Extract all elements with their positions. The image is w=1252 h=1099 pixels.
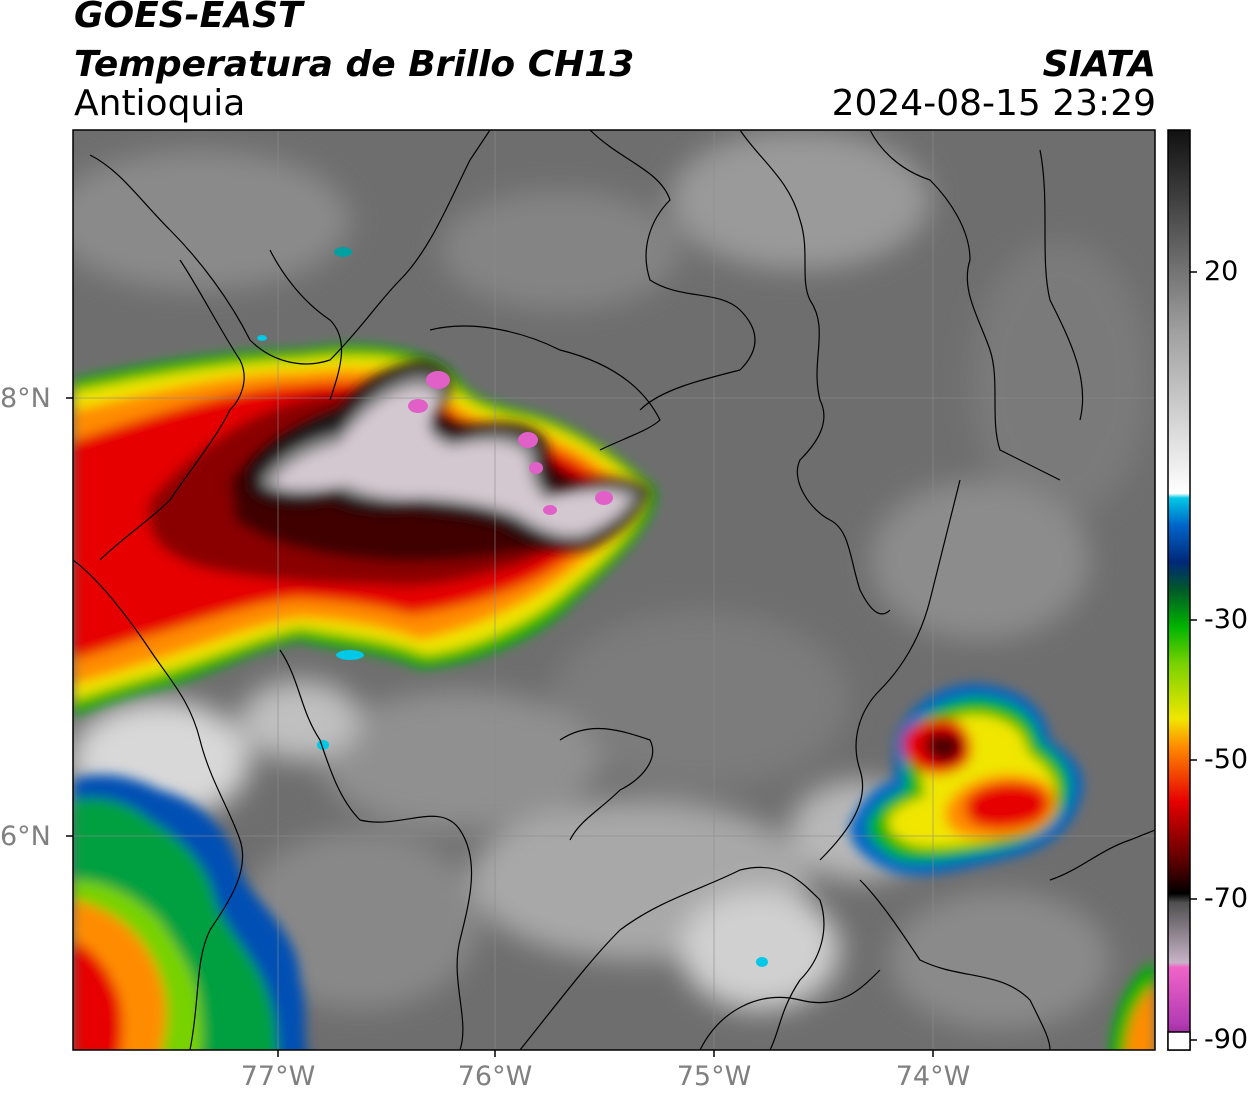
map-frame [72, 129, 1156, 1051]
boundaries [73, 130, 1155, 1050]
satellite-title: GOES-EAST [74, 0, 303, 36]
lat-label-6n: 6°N [0, 821, 51, 852]
colorbar-ticks [1190, 271, 1197, 1041]
colorbar-label-minus30: -30 [1204, 604, 1249, 635]
colorbar-extension [1167, 1031, 1191, 1051]
storm-southwest [73, 774, 307, 1050]
colorbar [1167, 129, 1197, 1051]
storm-southeast [1110, 960, 1155, 1050]
colorbar-label-20: 20 [1204, 256, 1239, 287]
overshooting-tops [408, 371, 613, 515]
organization-label: SIATA [1042, 44, 1156, 85]
storm-east [849, 684, 1083, 875]
colorbar-label-minus90: -90 [1204, 1024, 1249, 1055]
product-title: Temperatura de Brillo CH13 [74, 44, 635, 85]
lat-label-8n: 8°N [0, 383, 51, 414]
lon-label-76w: 76°W [457, 1061, 533, 1092]
region-label: Antioquia [74, 83, 246, 124]
lon-label-74w: 74°W [895, 1061, 971, 1092]
datetime-label: 2024-08-15 23:29 [831, 83, 1156, 124]
axis-ticks [66, 397, 934, 1057]
lon-label-77w: 77°W [240, 1061, 316, 1092]
storm-north [73, 345, 656, 715]
colorbar-label-minus50: -50 [1204, 744, 1249, 775]
satellite-map [73, 130, 1155, 1050]
cold-spots [257, 247, 768, 967]
lon-label-75w: 75°W [676, 1061, 752, 1092]
graticule [73, 130, 1155, 1050]
colorbar-label-minus70: -70 [1204, 883, 1249, 914]
